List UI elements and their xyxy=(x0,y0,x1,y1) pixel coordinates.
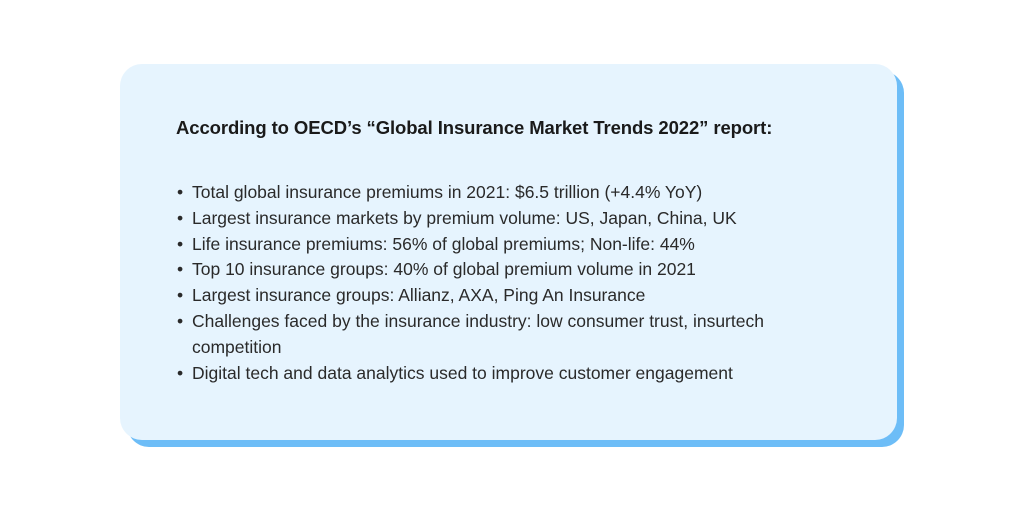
bullet-icon: • xyxy=(177,285,184,306)
card-title: According to OECD’s “Global Insurance Ma… xyxy=(176,117,773,138)
bullet-icon: • xyxy=(177,259,184,280)
bullet-icon: • xyxy=(177,362,184,383)
bullet-icon: • xyxy=(177,182,184,202)
list-item: • Life insurance premiums: 56% of global … xyxy=(176,232,856,258)
list-item: • Challenges faced by the insurance indus… xyxy=(177,310,764,357)
bullet-icon: • xyxy=(177,233,184,254)
info-card xyxy=(120,64,897,440)
list-item: • Top 10 insurance groups: 40% of global … xyxy=(176,257,856,283)
bullet-icon: • xyxy=(177,310,184,331)
list-item: • Digital tech and data analytics used to… xyxy=(176,361,856,387)
bullet-icon: • xyxy=(177,207,184,228)
list-item: • Largest insurance groups: Allianz, AXA,… xyxy=(176,283,856,309)
list-item: • Largest insurance markets by premium vo… xyxy=(176,206,856,232)
facts-list: • Total global insurance premiums in 2021… xyxy=(176,180,856,386)
list-item: • Total global insurance premiums in 2021… xyxy=(176,180,856,206)
